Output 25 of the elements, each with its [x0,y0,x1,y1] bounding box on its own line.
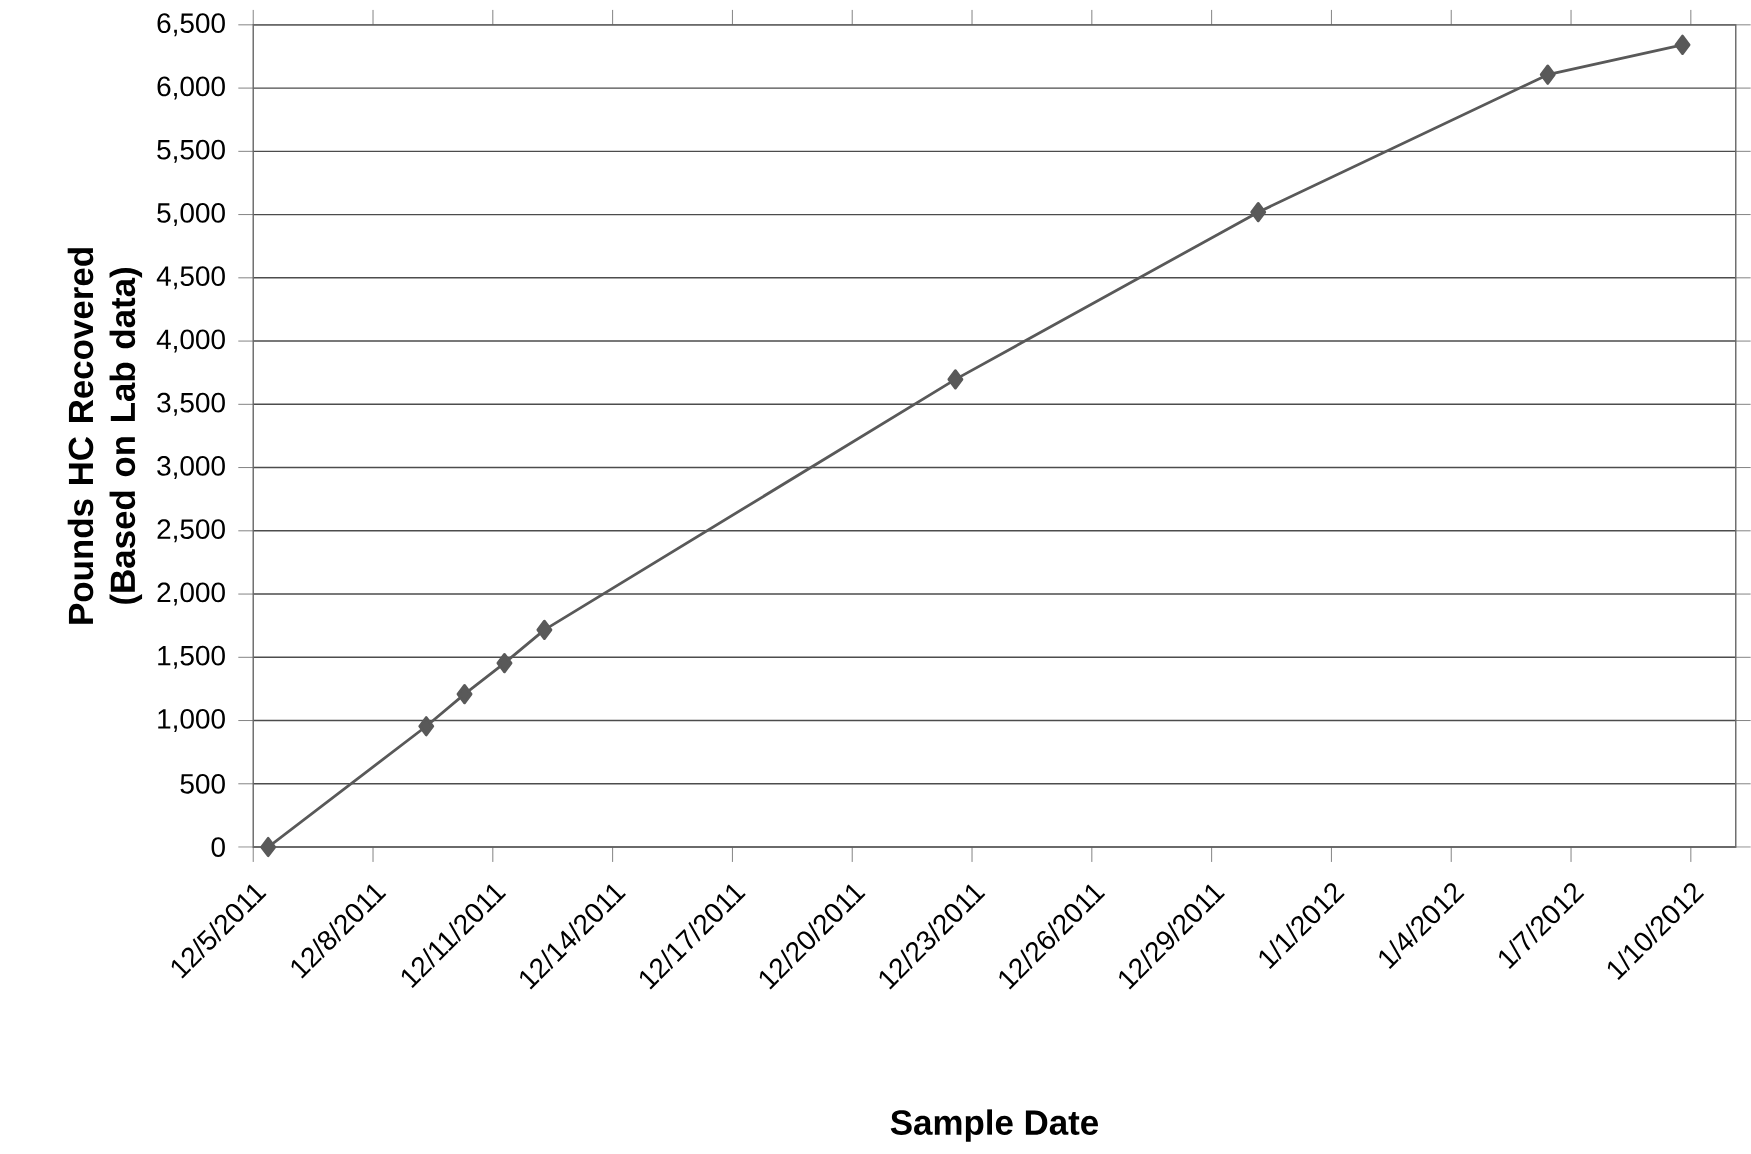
point [496,653,513,674]
point [947,369,964,390]
point [1674,34,1691,56]
y-axis-title: Pounds HC Recovered (Based on Lab data) [67,248,143,624]
point [536,619,553,641]
y-tick-label: 1,000 [158,709,225,733]
y-tick-label: 4,000 [156,329,225,353]
y-tick-label: 4,500 [156,266,225,290]
y-tick-label: 0 [211,837,225,858]
y-tick-label: 500 [180,774,225,794]
y-tick-label: 3,500 [157,393,225,417]
point [456,684,473,705]
y-tick-label: 2,500 [157,519,225,543]
point [1250,202,1267,223]
point [260,837,277,858]
x-axis-title: Sample Date [890,1109,1098,1143]
y-tick-label: 3,000 [157,456,225,480]
y-tick-label: 5,000 [157,203,225,227]
y-tick-label: 2,000 [157,582,225,606]
y-tick-label: 6,000 [157,76,225,100]
point [418,716,435,737]
y-tick-label: 5,500 [157,140,225,164]
point [1539,64,1556,86]
y-tick-label: 1,500 [158,646,225,670]
y-tick-label: 6,500 [157,13,225,37]
